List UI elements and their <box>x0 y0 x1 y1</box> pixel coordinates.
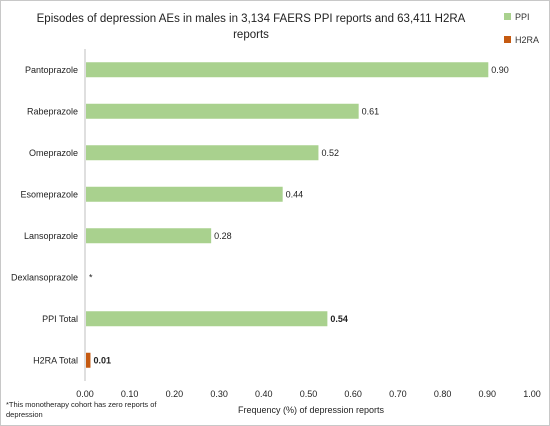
legend-label-ppi: PPI <box>515 12 530 22</box>
legend-swatch-ppi <box>504 13 511 20</box>
category-label-h2ra-total: H2RA Total <box>33 355 78 365</box>
data-label-dexlansoprazole: * <box>89 272 93 282</box>
footnote-line-1: *This monotherapy cohort has zero report… <box>6 400 157 409</box>
data-label-rabeprazole: 0.61 <box>362 106 380 116</box>
bar-h2ra-h2ra-total <box>86 352 91 368</box>
x-tick-label: 1.00 <box>523 389 541 399</box>
x-tick-label: 0.80 <box>434 389 452 399</box>
x-tick-label: 0.60 <box>344 389 362 399</box>
footnote-line-2: depression <box>6 410 43 419</box>
data-label-h2ra-total: 0.01 <box>93 355 111 365</box>
x-tick-label: 0.70 <box>389 389 407 399</box>
data-label-lansoprazole: 0.28 <box>214 231 232 241</box>
bar-ppi-pantoprazole <box>86 62 489 78</box>
data-label-ppi-total: 0.54 <box>330 314 348 324</box>
x-tick-label: 0.10 <box>121 389 139 399</box>
data-label-pantoprazole: 0.90 <box>491 65 509 75</box>
category-label-esomeprazole: Esomeprazole <box>20 189 78 199</box>
x-tick-label: 0.40 <box>255 389 273 399</box>
x-tick-label: 0.20 <box>166 389 184 399</box>
bar-ppi-omeprazole <box>86 145 319 161</box>
category-label-ppi-total: PPI Total <box>42 314 78 324</box>
x-tick-label: 0.30 <box>210 389 228 399</box>
chart-legend: PPI H2RA <box>504 12 539 45</box>
category-label-lansoprazole: Lansoprazole <box>24 231 78 241</box>
bar-ppi-esomeprazole <box>86 186 283 202</box>
category-label-dexlansoprazole: Dexlansoprazole <box>11 272 78 282</box>
bar-ppi-rabeprazole <box>86 103 359 119</box>
x-tick-label: 0.90 <box>479 389 497 399</box>
bar-ppi-ppi-total <box>86 311 328 327</box>
category-label-rabeprazole: Rabeprazole <box>27 106 78 116</box>
data-label-esomeprazole: 0.44 <box>286 189 304 199</box>
x-tick-label: 0.50 <box>300 389 318 399</box>
chart-title-line-1: Episodes of depression AEs in males in 3… <box>37 13 466 25</box>
data-label-omeprazole: 0.52 <box>321 148 339 158</box>
category-label-omeprazole: Omeprazole <box>29 148 78 158</box>
x-axis-title: Frequency (%) of depression reports <box>238 405 385 415</box>
x-tick-label: 0.00 <box>76 389 94 399</box>
bar-ppi-lansoprazole <box>86 228 212 244</box>
chart-title-line-2: reports <box>233 29 269 41</box>
plot-area: Pantoprazole 0.90 Rabeprazole 0.61 Omeprazol… <box>11 49 541 399</box>
legend-swatch-h2ra <box>504 36 511 43</box>
category-label-pantoprazole: Pantoprazole <box>25 65 78 75</box>
legend-label-h2ra: H2RA <box>515 35 539 45</box>
